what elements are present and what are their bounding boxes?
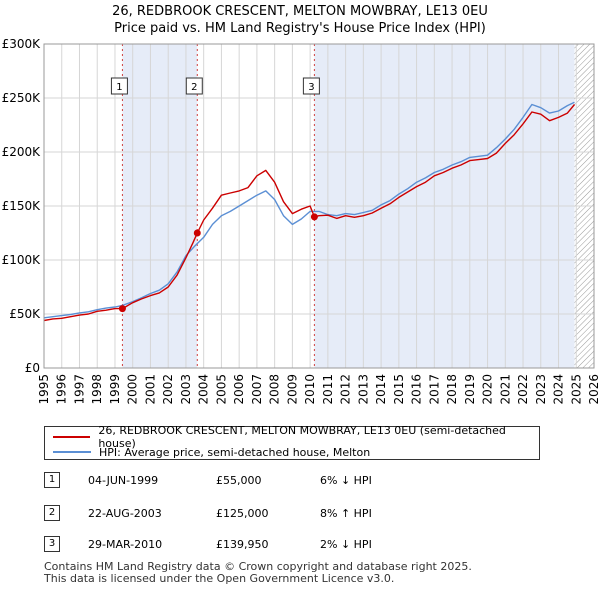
x-tick-label: 2024 [552, 374, 566, 405]
x-tick-label: 1999 [108, 374, 122, 405]
sale-marker-box [185, 77, 203, 95]
price-chart: 1 2 3 £0 £50K £100K £150K £200K £250K £300K 1995 19… [2, 37, 600, 405]
legend-label-property: 26, REDBROOK CRESCENT, MELTON MOWBRAY, L… [98, 424, 506, 450]
x-tick-label: 2003 [179, 374, 193, 405]
x-tick-label: 2023 [534, 374, 548, 405]
x-tick-label: 2015 [392, 374, 406, 405]
x-tick-label: 2004 [197, 374, 211, 405]
x-tick-label: 1995 [37, 374, 51, 405]
x-tick-label: 2000 [126, 374, 140, 405]
sale-row: 1 04-JUN-1999 £55,000 6% ↓ HPI [44, 472, 444, 492]
y-tick-label: £250K [2, 91, 42, 105]
x-tick-label: 2019 [463, 374, 477, 405]
x-tick-label: 1998 [90, 374, 104, 405]
sale-date: 29-MAR-2010 [88, 538, 163, 551]
x-tick-label: 2011 [321, 374, 335, 405]
x-tick-label: 2006 [232, 374, 246, 405]
x-tick-label: 2025 [569, 374, 583, 405]
x-tick-label: 2022 [516, 374, 530, 405]
sale-hpi-diff: 2% ↓ HPI [320, 538, 372, 551]
sale-marker-box [302, 77, 320, 95]
y-tick-label: £50K [9, 307, 41, 321]
legend-item-property: 26, REDBROOK CRESCENT, MELTON MOWBRAY, L… [53, 424, 539, 450]
sale-number-badge: 1 [44, 472, 60, 488]
x-tick-label: 1997 [72, 374, 86, 405]
footer-line2: This data is licensed under the Open Gov… [44, 572, 395, 585]
chart-title-line2: Price paid vs. HM Land Registry's House … [114, 21, 486, 36]
x-tick-label: 2010 [303, 374, 317, 405]
legend-label-hpi: HPI: Average price, semi-detached house,… [99, 445, 371, 459]
legend-item-hpi: HPI: Average price, semi-detached house,… [53, 445, 370, 459]
sale-price: £139,950 [216, 538, 269, 551]
sale-point [118, 305, 126, 313]
y-tick-label: £100K [2, 253, 42, 267]
sale-number-badge: 3 [44, 536, 60, 552]
sale-date: 22-AUG-2003 [88, 507, 162, 520]
x-tick-label: 2018 [445, 374, 459, 405]
sale-number-badge: 2 [44, 505, 60, 521]
sale-point [310, 213, 318, 221]
sale-price: £55,000 [216, 474, 262, 487]
y-tick-label: £200K [2, 145, 42, 159]
x-tick-label: 2017 [427, 374, 441, 405]
sale-date: 04-JUN-1999 [88, 474, 159, 487]
sale-marker-label: 3 [308, 82, 314, 93]
series-line-property [43, 104, 576, 322]
footer-attribution: Contains HM Land Registry data © Crown c… [44, 561, 472, 585]
sale-marker-label: 1 [116, 82, 122, 93]
y-tick-label: £300K [2, 37, 42, 51]
x-tick-label: 2002 [161, 374, 175, 405]
sale-marker-box [110, 77, 128, 95]
sale-hpi-diff: 8% ↑ HPI [320, 507, 372, 520]
legend-swatch-hpi [53, 451, 91, 453]
sale-point [193, 229, 201, 237]
y-tick-label: £150K [2, 199, 42, 213]
legend-swatch-property [53, 436, 91, 438]
x-tick-label: 2007 [250, 374, 264, 405]
series-line-hpi [43, 101, 575, 319]
sale-row: 3 29-MAR-2010 £139,950 2% ↓ HPI [44, 536, 444, 556]
y-tick-label: £0 [25, 361, 40, 375]
x-tick-label: 2013 [356, 374, 370, 405]
sale-price: £125,000 [216, 507, 269, 520]
x-tick-label: 2026 [587, 374, 600, 405]
x-tick-label: 2021 [498, 374, 512, 405]
chart-title-line1: 26, REDBROOK CRESCENT, MELTON MOWBRAY, L… [112, 4, 488, 19]
x-tick-label: 2014 [374, 374, 388, 405]
x-tick-label: 2008 [268, 374, 282, 405]
chart-legend: 26, REDBROOK CRESCENT, MELTON MOWBRAY, L… [44, 424, 540, 460]
plot-frame [43, 43, 595, 369]
x-tick-label: 2005 [214, 374, 228, 405]
x-tick-label: 2009 [285, 374, 299, 405]
footer-line1: Contains HM Land Registry data © Crown c… [44, 560, 472, 573]
x-tick-label: 2016 [410, 374, 424, 405]
x-tick-label: 2020 [481, 374, 495, 405]
sale-row: 2 22-AUG-2003 £125,000 8% ↑ HPI [44, 505, 444, 525]
sale-marker-label: 2 [191, 82, 197, 93]
x-tick-label: 1996 [55, 374, 69, 405]
x-tick-label: 2001 [143, 374, 157, 405]
x-tick-label: 2012 [339, 374, 353, 405]
sale-hpi-diff: 6% ↓ HPI [320, 474, 372, 487]
